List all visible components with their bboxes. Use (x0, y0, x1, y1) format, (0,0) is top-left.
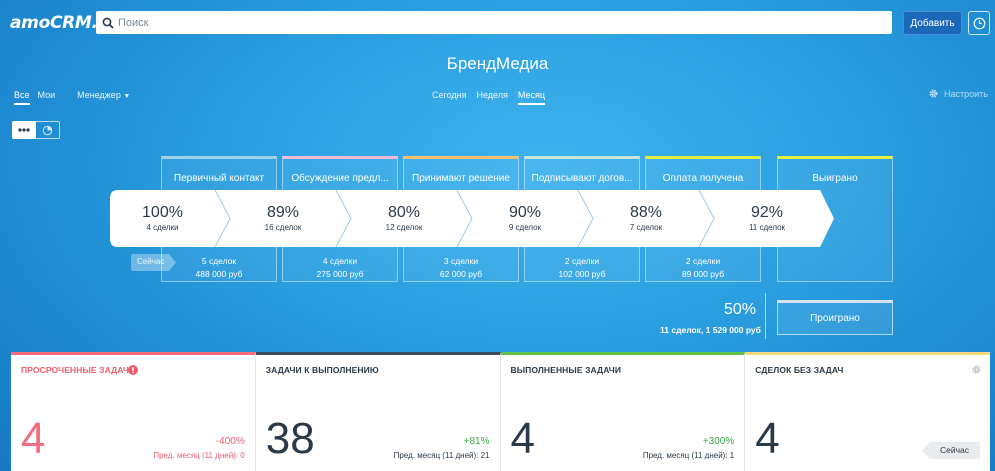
funnel-count: 4 сделки (146, 223, 179, 232)
card-delta: +81% (463, 436, 490, 447)
tab-week[interactable]: Неделя (476, 90, 508, 100)
clock-icon (973, 17, 985, 29)
stage-title: Оплата получена (662, 173, 744, 184)
funnel-percent: 89% (266, 204, 300, 221)
card-value: 38 (265, 414, 315, 463)
clock-button[interactable] (968, 11, 990, 35)
manager-dropdown[interactable]: Менеджер ▼ (77, 90, 130, 105)
lost-bracket (765, 293, 773, 339)
tag-arrow-icon (922, 442, 930, 459)
funnel-percent: 80% (387, 204, 421, 221)
tab-month[interactable]: Месяц (517, 90, 546, 105)
stage-sum: 89 000 руб (681, 269, 725, 279)
now-button[interactable]: Сейчас (922, 442, 980, 459)
lost-summary: 11 сделок, 1 529 000 руб (660, 325, 761, 335)
funnel-step: 89% 16 сделок (230, 190, 336, 247)
tag-shape (131, 254, 176, 271)
funnel-count: 11 сделок (748, 223, 786, 232)
dots-icon (18, 128, 30, 132)
alert-icon (128, 365, 138, 375)
gear-icon[interactable] (971, 364, 982, 375)
funnel-count: 7 сделок (629, 223, 663, 232)
filter-mine[interactable]: Мои (37, 90, 56, 100)
now-marker-label: Сейчас (137, 257, 165, 266)
funnel-percent: 100% (142, 204, 183, 221)
search-bar[interactable] (96, 11, 892, 34)
now-button-label: Сейчас (940, 445, 970, 455)
add-button[interactable]: Добавить (903, 11, 962, 35)
stage-deal-count: 4 сделки (322, 256, 358, 266)
funnel-step: 92% 11 сделок (714, 190, 820, 247)
caret-down-icon: ▼ (123, 93, 131, 100)
deals-without-tasks-card[interactable]: СДЕЛОК БЕЗ ЗАДАЧ 4 Сейчас (745, 352, 990, 471)
stage-title: Подписывают догов... (531, 173, 633, 184)
funnel-percent: 90% (508, 204, 542, 221)
funnel-count: 12 сделок (385, 223, 423, 232)
funnel-percent: 88% (629, 204, 663, 221)
period-tabs: Сегодня Неделя Месяц (432, 90, 546, 105)
card-previous: Пред. месяц (11 дней): 1 (642, 451, 735, 460)
settings-label: Настроить (944, 88, 988, 99)
card-previous: Пред. месяц (11 дней): 21 (393, 451, 490, 460)
stage-deal-count: 5 сделок (201, 256, 237, 266)
funnel-ribbon (110, 190, 834, 247)
stage-deal-count: 3 сделки (443, 256, 479, 266)
pie-chart-icon (42, 125, 53, 135)
stage-sum: 275 000 руб (316, 269, 364, 279)
card-previous: Пред. месяц (11 дней): 0 (153, 451, 245, 460)
stage-sum: 488 000 руб (195, 269, 243, 279)
search-input[interactable] (118, 16, 878, 29)
search-icon (102, 17, 114, 29)
gear-icon (929, 89, 938, 98)
funnel-count: 16 сделок (264, 223, 302, 232)
funnel-view-button[interactable] (12, 121, 36, 139)
card-title: ВЫПОЛНЕННЫЕ ЗАДАЧИ (510, 365, 622, 375)
stage-deal-count: 2 сделки (685, 256, 721, 266)
now-marker: Сейчас (131, 254, 177, 271)
funnel-percent: 92% (750, 204, 784, 221)
funnel-step: 90% 9 сделок (472, 190, 578, 247)
chart-view-button[interactable] (36, 121, 60, 139)
lost-column[interactable]: Проиграно (777, 300, 893, 335)
stage-title: Обсуждение предл... (291, 173, 389, 184)
tab-today[interactable]: Сегодня (432, 90, 467, 100)
card-delta: -400% (215, 436, 245, 447)
settings-link[interactable]: Настроить (928, 88, 988, 99)
card-title: ПРОСРОЧЕННЫЕ ЗАДАЧИ (21, 365, 136, 375)
app-logo[interactable]: amoCRM. (10, 13, 98, 33)
card-value: 4 (755, 414, 780, 463)
stage-title: Принимают решение (412, 173, 510, 184)
stage-deal-count: 2 сделки (564, 256, 600, 266)
completed-tasks-card[interactable]: ВЫПОЛНЕННЫЕ ЗАДАЧИ 4 +300% Пред. месяц (… (500, 352, 746, 471)
pending-tasks-card[interactable]: ЗАДАЧИ К ВЫПОЛНЕНИЮ 38 +81% Пред. месяц … (255, 352, 501, 471)
manager-label: Менеджер (77, 90, 121, 100)
stage-sum: 62 000 руб (439, 269, 483, 279)
pipeline-title: БрендМедиа (446, 54, 549, 73)
funnel-count: 9 сделок (508, 223, 542, 232)
card-title: СДЕЛОК БЕЗ ЗАДАЧ (755, 365, 844, 375)
lost-percent: 50% (724, 301, 757, 318)
card-title: ЗАДАЧИ К ВЫПОЛНЕНИЮ (265, 365, 379, 375)
stage-sum: 102 000 руб (558, 269, 606, 279)
card-value: 4 (510, 414, 535, 463)
card-value: 4 (21, 414, 46, 463)
filter-all[interactable]: Все (14, 90, 30, 105)
funnel-step: 88% 7 сделок (593, 190, 699, 247)
won-label: Выиграно (812, 173, 858, 184)
lost-label: Проиграно (810, 313, 860, 324)
view-toggle (12, 121, 60, 139)
overdue-tasks-card[interactable]: ПРОСРОЧЕННЫЕ ЗАДАЧИ 4 -400% Пред. месяц … (11, 352, 256, 471)
funnel-step: 80% 12 сделок (351, 190, 457, 247)
tasks-panel: ПРОСРОЧЕННЫЕ ЗАДАЧИ 4 -400% Пред. месяц … (11, 352, 990, 471)
stage-title: Первичный контакт (173, 173, 265, 184)
owner-filter: Все Мои Менеджер ▼ (14, 90, 130, 105)
funnel-step: 100% 4 сделки (110, 190, 215, 247)
card-delta: +300% (702, 436, 735, 447)
